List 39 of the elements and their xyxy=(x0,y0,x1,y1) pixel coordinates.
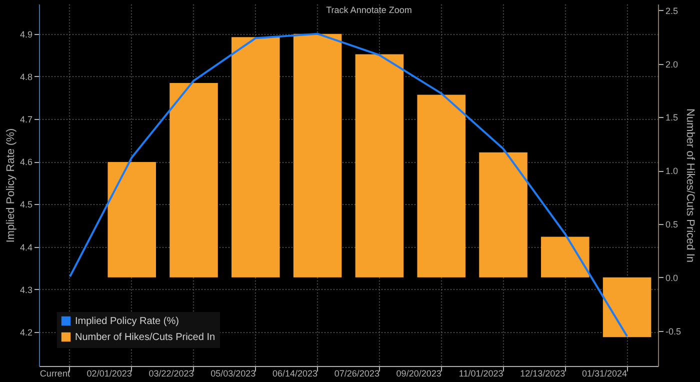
legend-label: Implied Policy Rate (%) xyxy=(75,316,179,327)
bar xyxy=(293,34,342,278)
y2-axis-title: Number of Hikes/Cuts Priced In xyxy=(684,108,696,263)
x-tick-label: 03/22/2023 xyxy=(148,368,194,378)
y2-tick-label: 1.0 xyxy=(666,166,678,176)
y-tick-label: 4.9 xyxy=(20,29,32,40)
y2-tick-label: 1.5 xyxy=(666,112,678,123)
y-tick-label: 4.7 xyxy=(20,114,32,124)
x-tick-label: 05/03/2023 xyxy=(210,368,256,378)
bar xyxy=(479,152,528,278)
y2-tick-label: -0.5 xyxy=(666,326,682,336)
y-tick-label: 4.2 xyxy=(20,327,32,338)
y-tick-label: 4.3 xyxy=(20,284,32,295)
bar xyxy=(170,83,218,278)
x-tick-label: Current xyxy=(40,368,70,378)
y2-tick-label: 2.5 xyxy=(666,6,678,16)
bar xyxy=(232,37,280,278)
y2-tick-label: 2.0 xyxy=(666,59,678,70)
y-tick-label: 4.8 xyxy=(20,72,32,82)
x-tick-label: 07/26/2023 xyxy=(334,368,380,378)
y-tick-label: 4.5 xyxy=(20,200,32,210)
x-tick-label: 06/14/2023 xyxy=(272,368,318,378)
bar xyxy=(417,94,466,278)
x-tick-label: 11/01/2023 xyxy=(458,368,504,378)
text: Track Annotate Zoom xyxy=(326,5,412,15)
bar xyxy=(108,162,156,278)
y-tick-label: 4.4 xyxy=(20,242,32,252)
bar xyxy=(355,54,404,278)
y2-tick-label: 0.5 xyxy=(666,219,678,230)
bar xyxy=(602,277,652,338)
x-tick-label: 09/20/2023 xyxy=(396,368,442,378)
x-tick-label: 12/13/2023 xyxy=(520,368,566,378)
x-tick-label: 02/01/2023 xyxy=(86,368,132,378)
y2-tick-label: 0.0 xyxy=(666,272,678,283)
bar xyxy=(541,236,590,278)
y-axis-title: Implied Policy Rate (%) xyxy=(4,128,17,243)
y-tick-label: 4.6 xyxy=(20,157,32,168)
x-tick-label: 01/31/2024 xyxy=(582,368,628,378)
legend-label: Number of Hikes/Cuts Priced In xyxy=(75,332,216,343)
